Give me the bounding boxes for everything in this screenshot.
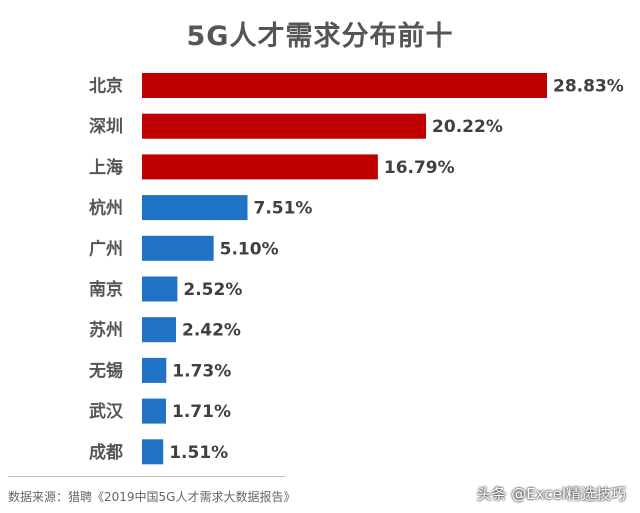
category-label: 上海 [89, 157, 123, 178]
bar [142, 195, 248, 221]
value-label: 20.22% [432, 117, 503, 137]
value-label: 16.79% [384, 158, 455, 178]
source-note: 数据来源：猎聘《2019中国5G人才需求大数据报告》 [8, 490, 296, 504]
bar [142, 276, 178, 302]
bar [142, 113, 427, 139]
category-label: 武汉 [89, 401, 124, 422]
chart-title: 5G人才需求分布前十 [186, 21, 454, 52]
bar [142, 154, 378, 180]
category-label: 南京 [89, 279, 123, 300]
category-label: 苏州 [89, 320, 123, 341]
category-label: 广州 [89, 238, 123, 259]
value-label: 5.10% [220, 239, 279, 259]
category-label: 无锡 [88, 360, 123, 381]
bar [142, 73, 547, 98]
category-label: 北京 [89, 76, 123, 97]
source-divider [8, 476, 285, 477]
value-label: 28.83% [553, 77, 624, 97]
bar [142, 398, 167, 424]
category-label: 杭州 [89, 198, 123, 219]
watermark: 头条 @Excel精选技巧 [476, 485, 626, 503]
value-label: 1.71% [172, 402, 231, 422]
value-label: 2.52% [183, 280, 242, 300]
bar [142, 317, 176, 343]
bar [142, 439, 164, 465]
value-label: 7.51% [253, 199, 312, 219]
value-label: 1.73% [172, 361, 231, 381]
category-label: 成都 [89, 442, 123, 463]
bar [142, 235, 214, 261]
value-label: 1.51% [169, 443, 228, 463]
value-label: 2.42% [182, 321, 241, 341]
category-label: 深圳 [89, 116, 123, 137]
bar [142, 357, 167, 383]
